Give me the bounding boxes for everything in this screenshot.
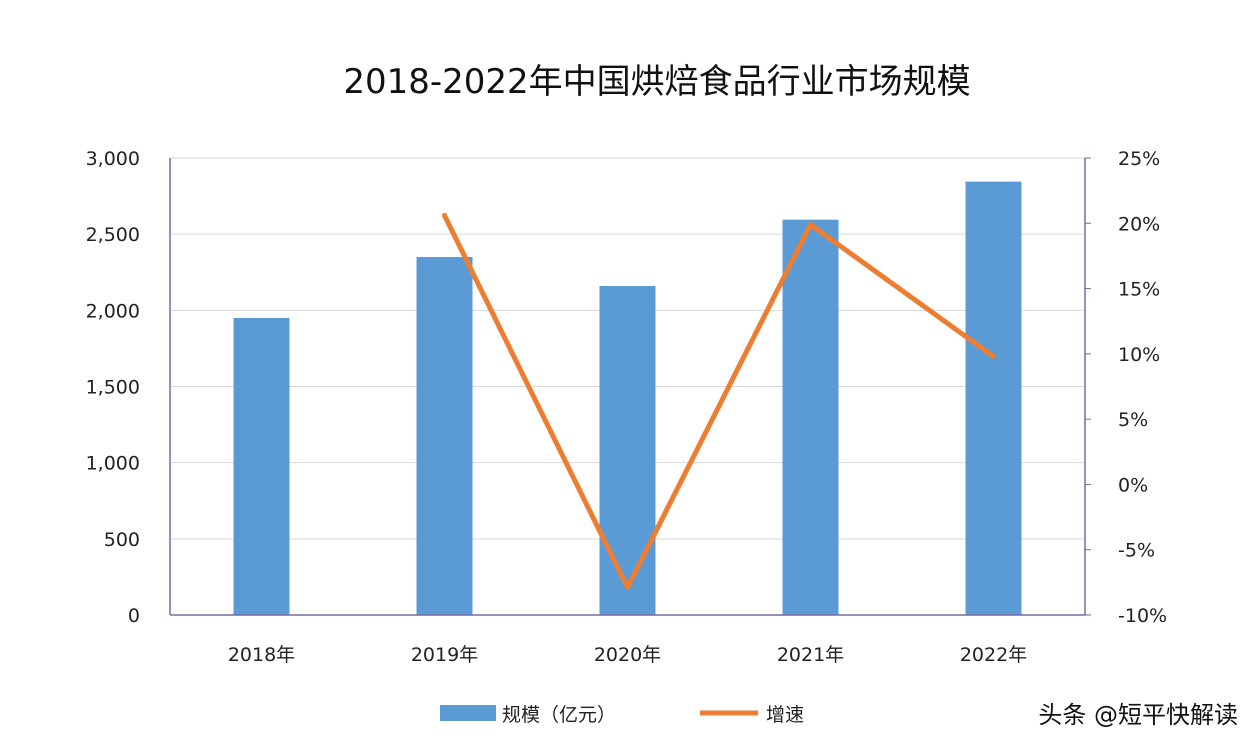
x-tick-label: 2021年 [777, 644, 844, 666]
bar-2019年 [416, 257, 473, 615]
y2-tick-label: 15% [1118, 279, 1160, 301]
y2-tick-label: -10% [1118, 605, 1167, 627]
watermark: 头条 @短平快解读 [1038, 701, 1238, 729]
y-tick-label: 0 [128, 605, 140, 627]
y2-tick-label: 25% [1118, 148, 1160, 170]
legend-label-bar: 规模（亿元） [502, 704, 616, 726]
y2-tick-label: 5% [1118, 409, 1148, 431]
bar-2021年 [782, 219, 839, 615]
growth-line [442, 214, 995, 591]
growth-point-2022年 [991, 353, 996, 359]
growth-point-2021年 [808, 222, 813, 228]
y2-tick-label: -5% [1118, 540, 1155, 562]
growth-point-2019年 [442, 212, 447, 218]
bar-2022年 [965, 181, 1022, 615]
y-tick-label: 3,000 [86, 148, 140, 170]
x-tick-label: 2019年 [411, 644, 478, 666]
y-tick-label: 500 [104, 529, 140, 551]
y2-tick-label: 0% [1118, 474, 1148, 496]
x-tick-label: 2020年 [594, 644, 661, 666]
chart-title: 2018-2022年中国烘焙食品行业市场规模 [343, 62, 970, 102]
growth-point-2020年 [625, 585, 630, 591]
y-tick-label: 1,000 [86, 453, 140, 475]
legend-swatch-bar [440, 705, 496, 721]
legend: 规模（亿元） 增速 [440, 704, 804, 726]
y-tick-label: 2,000 [86, 300, 140, 322]
y2-tick-label: 10% [1118, 344, 1160, 366]
bar-2020年 [599, 285, 656, 615]
y2-tick-label: 20% [1118, 213, 1160, 235]
y-tick-label: 1,500 [86, 377, 140, 399]
y-tick-label: 2,500 [86, 224, 140, 246]
bar-2018年 [233, 317, 290, 615]
x-tick-label: 2018年 [228, 644, 295, 666]
legend-label-line: 增速 [766, 704, 804, 726]
x-tick-label: 2022年 [960, 644, 1027, 666]
